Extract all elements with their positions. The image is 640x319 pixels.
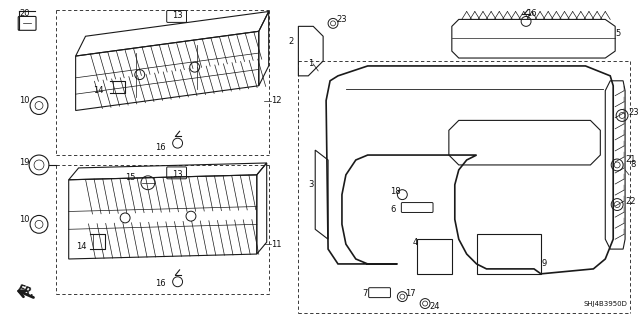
Text: 16: 16 <box>155 279 166 288</box>
Text: 16: 16 <box>526 9 537 18</box>
Text: SHJ4B3950D: SHJ4B3950D <box>583 300 627 307</box>
Text: 5: 5 <box>615 29 620 38</box>
Text: 10: 10 <box>19 96 29 105</box>
Text: 21: 21 <box>625 155 636 165</box>
Text: 4: 4 <box>412 238 417 247</box>
Text: 12: 12 <box>271 96 281 105</box>
Text: 7: 7 <box>363 289 368 298</box>
Text: 8: 8 <box>630 160 636 169</box>
Text: 18: 18 <box>390 187 401 196</box>
Text: 2: 2 <box>289 37 294 46</box>
Text: 20: 20 <box>19 9 29 18</box>
Text: 14: 14 <box>93 86 104 95</box>
Text: 19: 19 <box>19 159 29 167</box>
Text: 10: 10 <box>19 215 29 224</box>
Text: FR.: FR. <box>16 284 36 300</box>
Text: 17: 17 <box>405 289 416 298</box>
Text: 13: 13 <box>172 11 182 20</box>
Text: 13: 13 <box>172 170 182 179</box>
Text: 3: 3 <box>308 180 314 189</box>
Text: 22: 22 <box>625 197 636 206</box>
Text: 15: 15 <box>125 173 136 182</box>
Text: 1: 1 <box>308 59 314 69</box>
Text: 14: 14 <box>76 241 86 251</box>
Text: 23: 23 <box>336 15 347 24</box>
Text: 23: 23 <box>628 108 639 117</box>
Text: 9: 9 <box>542 259 547 269</box>
Text: 16: 16 <box>155 143 166 152</box>
Text: 6: 6 <box>390 205 396 214</box>
Text: 24: 24 <box>429 302 440 311</box>
Text: 11: 11 <box>271 240 281 249</box>
